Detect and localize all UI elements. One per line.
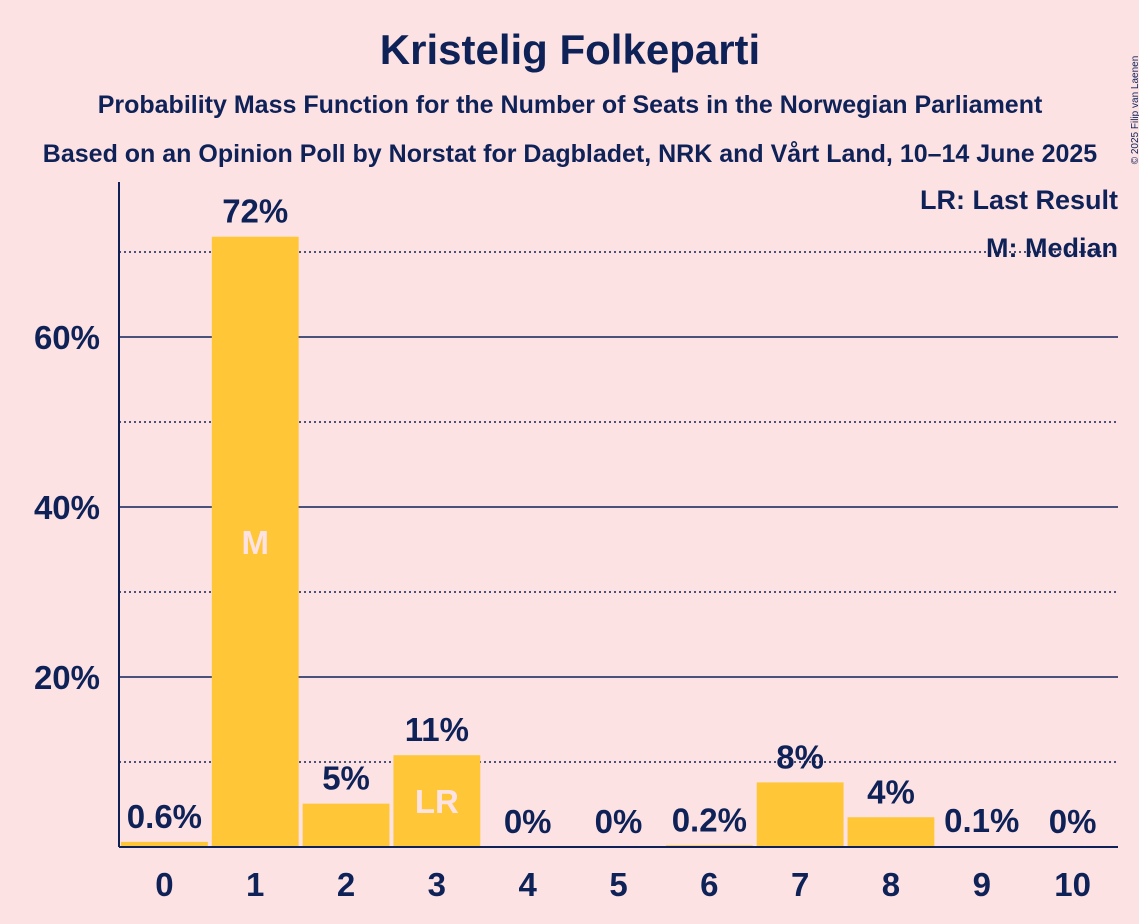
bar-0	[121, 841, 208, 847]
legend-last-result: LR: Last Result	[920, 185, 1118, 215]
value-label-5: 0%	[595, 803, 643, 840]
y-tick-40: 40%	[34, 489, 100, 526]
x-tick-1: 1	[246, 866, 264, 903]
value-label-3: 11%	[405, 711, 469, 748]
x-tick-2: 2	[337, 866, 355, 903]
axes	[118, 182, 1118, 848]
bar-1	[211, 236, 299, 847]
value-label-6: 0.2%	[672, 801, 747, 838]
value-label-4: 0%	[504, 803, 552, 840]
x-tick-10: 10	[1054, 866, 1091, 903]
chart-title: Kristelig Folkeparti	[380, 26, 760, 73]
x-tick-7: 7	[791, 866, 809, 903]
marker-lr-3: LR	[415, 783, 459, 820]
bar-2	[302, 803, 390, 847]
value-label-10: 0%	[1049, 803, 1097, 840]
x-tick-0: 0	[155, 866, 173, 903]
y-tick-labels: 20% 40% 60%	[34, 319, 100, 696]
value-labels: 0.6% 72% M 5% 11% LR 0% 0% 0.2% 8% 4% 0.1% 0%	[127, 193, 1097, 840]
bar-7	[756, 782, 844, 847]
value-label-9: 0.1%	[944, 802, 1019, 839]
x-tick-5: 5	[609, 866, 627, 903]
x-tick-9: 9	[973, 866, 991, 903]
marker-m-1: M	[241, 524, 269, 561]
x-tick-4: 4	[519, 866, 538, 903]
chart-subtitle-source: Based on an Opinion Poll by Norstat for …	[43, 140, 1097, 168]
bar-8	[847, 817, 935, 847]
x-tick-3: 3	[428, 866, 446, 903]
value-label-2: 5%	[322, 760, 370, 797]
bar-3	[393, 755, 481, 847]
value-label-1: 72%	[222, 193, 288, 230]
value-label-7: 8%	[776, 738, 824, 775]
x-tick-6: 6	[700, 866, 718, 903]
value-label-0: 0.6%	[127, 798, 202, 835]
y-tick-60: 60%	[34, 319, 100, 356]
x-tick-labels: 0 1 2 3 4 5 6 7 8 9 10	[155, 866, 1091, 903]
legend-median: M: Median	[986, 233, 1118, 263]
chart-subtitle: Probability Mass Function for the Number…	[98, 91, 1043, 119]
copyright-notice: © 2025 Filip van Laenen	[1130, 56, 1139, 165]
value-label-8: 4%	[867, 773, 915, 810]
y-tick-20: 20%	[34, 659, 100, 696]
x-tick-8: 8	[882, 866, 900, 903]
